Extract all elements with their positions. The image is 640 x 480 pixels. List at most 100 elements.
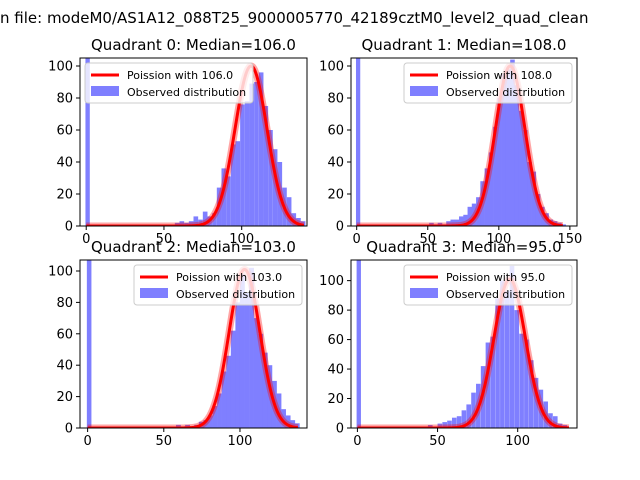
hist-bar-zero xyxy=(85,58,90,226)
legend: Poission with 95.0 Observed distribution xyxy=(403,264,573,306)
y-tick-label: 80 xyxy=(56,92,73,107)
x-tick-label: 0 xyxy=(83,434,91,449)
x-tick-label: 100 xyxy=(228,434,253,449)
hist-bar xyxy=(437,222,443,226)
legend-box xyxy=(133,264,303,306)
hist-bar xyxy=(524,339,529,428)
hist-bar-zero xyxy=(86,260,92,428)
hist-bar xyxy=(514,310,520,428)
hist-bar xyxy=(480,181,485,226)
hist-bar xyxy=(485,342,491,428)
plot-area xyxy=(354,260,572,428)
x-tick-label: 0 xyxy=(82,232,90,247)
legend-patch-swatch xyxy=(140,288,168,298)
y-tick-label: 20 xyxy=(56,188,73,203)
legend: Poission with 106.0 Observed distribution xyxy=(84,62,254,104)
hist-bar xyxy=(193,216,199,226)
hist-bar xyxy=(296,218,301,226)
hist-bar xyxy=(548,413,553,428)
y-tick-label: 80 xyxy=(56,296,73,311)
hist-bar xyxy=(493,126,498,226)
hist-bar xyxy=(263,106,269,226)
x-tick-label: 100 xyxy=(486,232,511,247)
subplot-title: Quadrant 2: Median=103.0 xyxy=(91,238,296,256)
y-tick-label: 0 xyxy=(65,422,73,437)
hist-bar xyxy=(212,406,218,428)
hist-bar xyxy=(254,82,259,226)
legend-patch-swatch xyxy=(410,288,438,298)
hist-bar xyxy=(244,101,250,226)
hist-bar xyxy=(212,213,217,226)
hist-bar xyxy=(463,214,468,226)
x-tick-label: 100 xyxy=(229,232,254,247)
legend-entry-poisson: Poission with 103.0 xyxy=(176,271,282,284)
x-tick-label: 50 xyxy=(156,434,173,449)
x-tick-label: 0 xyxy=(353,232,361,247)
legend: Poission with 108.0 Observed distribution xyxy=(403,62,573,104)
legend: Poission with 103.0 Observed distribution xyxy=(133,264,303,306)
hist-bar xyxy=(268,130,273,226)
y-tick-label: 0 xyxy=(336,220,344,235)
hist-bar xyxy=(230,144,236,226)
hist-bar xyxy=(505,69,511,226)
hist-bar xyxy=(207,415,213,428)
y-tick-label: 20 xyxy=(327,188,344,203)
hist-bar xyxy=(504,290,510,428)
hist-bar xyxy=(202,211,208,226)
hist-bar xyxy=(272,149,278,226)
hist-bar xyxy=(429,222,434,226)
hist-bar xyxy=(258,72,264,226)
legend-box xyxy=(84,62,254,104)
hist-bar xyxy=(488,152,494,226)
y-tick-label: 80 xyxy=(327,92,344,107)
legend-box xyxy=(403,62,573,104)
hist-bar xyxy=(235,141,241,226)
hist-bar xyxy=(466,404,472,428)
hist-bar xyxy=(286,197,292,226)
y-tick-label: 40 xyxy=(327,156,344,171)
poisson-curve xyxy=(86,267,299,428)
y-tick-label: 40 xyxy=(56,156,73,171)
y-tick-label: 80 xyxy=(327,304,344,319)
hist-bar xyxy=(467,206,473,226)
subplot-title: Quadrant 3: Median=95.0 xyxy=(366,238,561,256)
hist-bar xyxy=(518,110,524,226)
hist-bar xyxy=(446,221,451,226)
hist-bar xyxy=(454,219,460,226)
hist-bar xyxy=(221,168,227,226)
hist-bar xyxy=(217,393,222,428)
hist-bar xyxy=(249,83,255,226)
legend-entry-poisson: Poission with 95.0 xyxy=(446,271,545,284)
plot-area xyxy=(84,260,301,428)
subplot-title: Quadrant 1: Median=108.0 xyxy=(362,36,567,54)
subplot-3: 0 50 100 0 20 40 60 80 100 Quadrant 3: Median=95.… xyxy=(319,238,578,449)
y-tick-label: 100 xyxy=(319,274,344,289)
hist-bar xyxy=(510,59,515,226)
hist-bar xyxy=(174,222,180,226)
y-tick-label: 100 xyxy=(319,60,344,75)
hist-bar xyxy=(514,85,520,226)
hist-bar xyxy=(501,74,507,226)
hist-bar xyxy=(240,104,245,226)
hist-bar xyxy=(239,274,245,428)
hist-bar xyxy=(235,302,241,428)
legend-entry-observed: Observed distribution xyxy=(127,86,246,99)
hist-bar xyxy=(561,224,566,226)
hist-bar xyxy=(290,420,296,428)
hist-bar xyxy=(221,371,227,428)
hist-bar xyxy=(253,318,259,428)
x-tick-label: 50 xyxy=(156,232,173,247)
hist-bar xyxy=(471,203,477,226)
figure-suptitle: n file: modeM0/AS1A12_088T25_9000005770_… xyxy=(0,9,589,28)
y-tick-label: 60 xyxy=(56,327,73,342)
x-tick-label: 50 xyxy=(419,232,436,247)
subplot-2: 0 50 100 0 20 40 60 80 100 Quadrant 2: Median=103… xyxy=(48,238,308,449)
subplot-0: 0 50 100 0 20 40 60 80 100 Quadrant 0: Median=106… xyxy=(48,36,308,247)
hist-bar xyxy=(528,360,534,428)
legend-box xyxy=(403,264,573,306)
hist-bar xyxy=(451,417,457,428)
hist-bar xyxy=(471,392,476,428)
legend-entry-poisson: Poission with 106.0 xyxy=(127,69,233,82)
hist-bar xyxy=(552,416,558,428)
y-tick-label: 0 xyxy=(65,220,73,235)
